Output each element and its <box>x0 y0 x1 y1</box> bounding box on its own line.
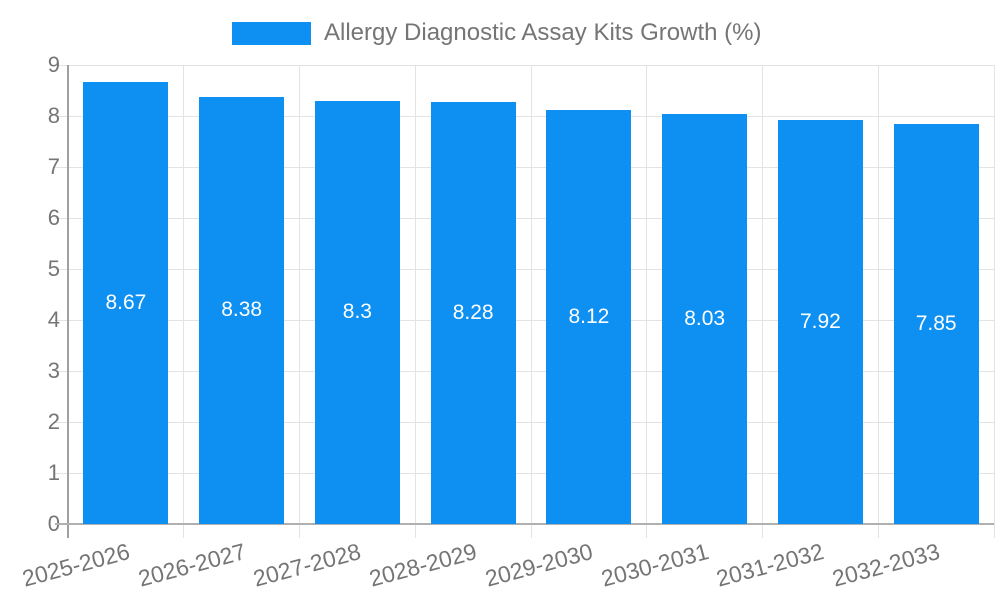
bar-value-label: 8.3 <box>342 300 372 324</box>
gridline-v <box>646 65 648 538</box>
x-tick-label: 2030-2031 <box>598 538 712 592</box>
bar-value-label: 8.28 <box>452 300 494 324</box>
gridline-h <box>55 421 994 423</box>
gridline-v <box>530 65 532 538</box>
gridline-h <box>55 268 994 270</box>
x-tick-label: 2028-2029 <box>366 538 480 592</box>
y-tick-label: 1 <box>47 460 60 485</box>
y-tick-label: 9 <box>47 52 60 77</box>
bar-2029-2030[interactable]: 8.12 <box>546 109 632 524</box>
x-tick-label: 2026-2027 <box>135 538 249 592</box>
x-tick-label: 2029-2030 <box>482 538 596 592</box>
x-tick-label: 2025-2026 <box>19 538 133 592</box>
bar-2028-2029[interactable]: 8.28 <box>430 101 516 524</box>
y-tick-label: 5 <box>47 256 60 281</box>
y-tick-label: 7 <box>47 154 60 179</box>
y-axis-line <box>67 65 69 538</box>
gridline-v <box>183 65 185 538</box>
y-tick-label: 2 <box>47 409 60 434</box>
gridline-h <box>55 166 994 168</box>
gridline-v <box>762 65 763 538</box>
x-tick-label: 2031-2032 <box>713 538 827 592</box>
x-tick-label: 2032-2033 <box>829 538 943 592</box>
bar-value-label: 7.92 <box>799 310 841 334</box>
bar-value-label: 8.67 <box>105 290 147 314</box>
legend-item[interactable]: Allergy Diagnostic Assay Kits Growth (%) <box>232 19 762 46</box>
bar-2032-2033[interactable]: 7.85 <box>893 123 979 524</box>
bar-value-label: 8.12 <box>568 304 610 328</box>
y-tick-label: 3 <box>47 358 60 383</box>
x-axis-line <box>55 523 994 525</box>
gridline-h <box>55 115 994 117</box>
legend-swatch <box>232 21 311 45</box>
gridline-v <box>299 65 300 538</box>
gridline-h <box>55 217 994 219</box>
gridline-v <box>414 65 416 538</box>
gridline-h <box>55 64 994 66</box>
gridline-h <box>55 319 994 321</box>
gridline-h <box>55 370 994 372</box>
bar-2031-2032[interactable]: 7.92 <box>777 120 863 524</box>
y-tick-label: 0 <box>47 511 60 536</box>
bar-2025-2026[interactable]: 8.67 <box>83 81 169 524</box>
gridline-v <box>877 65 879 538</box>
legend-label: Allergy Diagnostic Assay Kits Growth (%) <box>324 19 762 46</box>
bar-2030-2031[interactable]: 8.03 <box>662 114 748 524</box>
y-tick-label: 8 <box>47 103 60 128</box>
y-tick-label: 4 <box>47 307 60 332</box>
bar-value-label: 8.38 <box>221 298 263 322</box>
bar-2027-2028[interactable]: 8.3 <box>314 100 400 524</box>
bar-value-label: 8.03 <box>684 307 726 331</box>
gridline-v <box>993 65 995 538</box>
y-tick-label: 6 <box>47 205 60 230</box>
bar-2026-2027[interactable]: 8.38 <box>199 96 285 524</box>
x-tick-label: 2027-2028 <box>250 538 364 592</box>
bar-value-label: 7.85 <box>915 311 957 335</box>
gridline-h <box>55 472 994 474</box>
